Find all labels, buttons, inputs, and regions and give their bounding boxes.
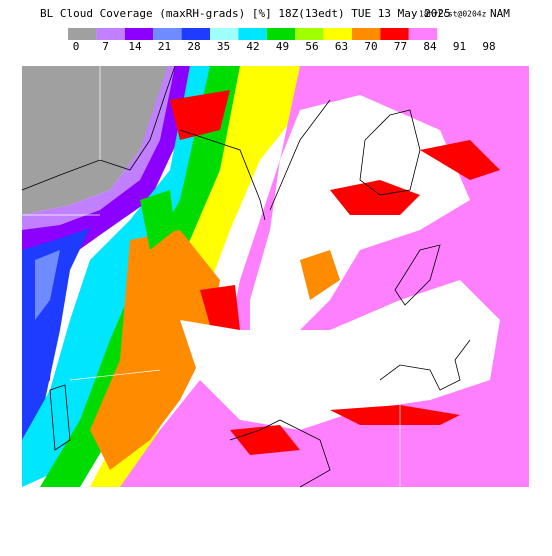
colorbar-label: 77 [394, 40, 407, 53]
region [250, 95, 470, 350]
colorbar-swatch [352, 28, 381, 40]
colorbar-label: 7 [102, 40, 109, 53]
colorbar-label: 21 [158, 40, 171, 53]
colorbar-swatch [295, 28, 324, 40]
coastline [229, 419, 331, 488]
colorbar-label: 14 [128, 40, 142, 53]
coastline [179, 99, 331, 221]
region [35, 250, 60, 320]
border [22, 66, 401, 487]
region [22, 66, 168, 215]
region [300, 250, 340, 300]
colorbar-swatch [153, 28, 182, 40]
coastline [359, 109, 421, 196]
coastline [394, 244, 441, 306]
region [330, 180, 420, 215]
region [200, 285, 240, 330]
region [90, 230, 220, 470]
colorbar-label: 70 [364, 40, 377, 53]
forecast-label: 18hrFcst@0204z [419, 10, 487, 19]
colorbar-swatch [465, 28, 494, 40]
colorbar: 0 7 14 21 28 35 42 49 56 63 70 77 84 91 98 [68, 28, 496, 53]
colorbar-label: 42 [246, 40, 259, 53]
colorbar-swatch [238, 28, 267, 40]
colorbar-label: 28 [187, 40, 200, 53]
colorbar-swatch [124, 28, 154, 40]
title: BL Cloud Coverage (maxRH-grads) [%] 18Z(… [40, 7, 451, 20]
colorbar-label: 91 [453, 40, 466, 53]
colorbar-label: 84 [423, 40, 437, 53]
colorbar-swatch [408, 28, 438, 40]
coastline [49, 384, 71, 451]
colorbar-swatch [437, 28, 466, 40]
colorbar-label: 0 [73, 40, 80, 53]
colorbar-swatch [323, 28, 352, 40]
colorbar-label: 35 [217, 40, 230, 53]
map [21, 65, 529, 488]
colorbar-label: 56 [305, 40, 318, 53]
colorbar-swatch [380, 28, 409, 40]
colorbar-swatch [96, 28, 125, 40]
region [170, 90, 230, 140]
coastline [379, 339, 471, 391]
region [140, 190, 175, 250]
colorbar-label: 49 [276, 40, 289, 53]
colorbar-label: 63 [335, 40, 348, 53]
region [230, 425, 300, 455]
region [180, 280, 500, 430]
colorbar-swatch [68, 28, 97, 40]
region [330, 405, 460, 425]
colorbar-swatch [266, 28, 296, 40]
model-label: NAM [490, 7, 510, 20]
region [22, 66, 290, 487]
coastline [21, 65, 176, 191]
region [22, 66, 180, 400]
region [420, 140, 500, 180]
colorbar-label: 98 [482, 40, 495, 53]
colorbar-swatch [210, 28, 239, 40]
colorbar-swatch [181, 28, 210, 40]
